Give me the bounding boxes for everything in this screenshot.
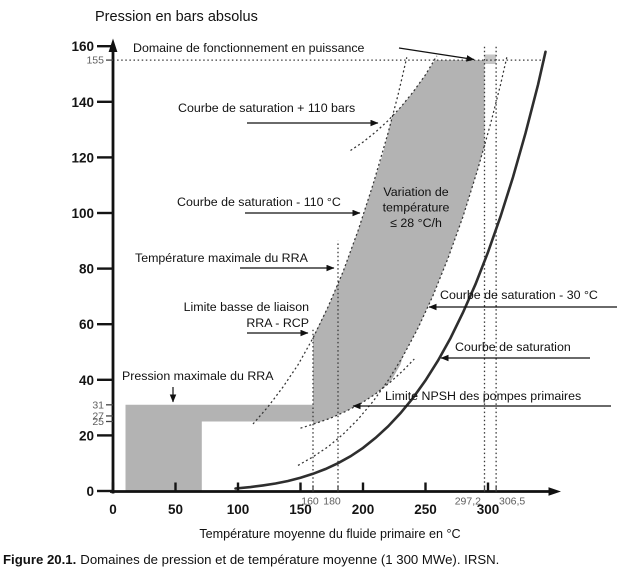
x-subtick-label-297,2: 297,2: [455, 496, 481, 508]
annotation-variation-temperature-line2: température: [383, 201, 450, 215]
x-tick-label-300: 300: [477, 502, 500, 517]
annotation-pression-maximale-rra-line1: Pression maximale du RRA: [122, 369, 274, 383]
annotation-label-saturation-moins-110-line1: Courbe de saturation - 110 °C: [177, 195, 341, 209]
limite-npsh-curve-curve: [300, 358, 415, 429]
annotation-domaine-fonctionnement: Domaine de fonctionnement en puissance: [133, 41, 475, 62]
annotation-label-saturation-moins-30-line1: Courbe de saturation - 30 °C: [440, 288, 598, 302]
x-tick-label-200: 200: [352, 502, 375, 517]
annotation-limite-basse-liaison-line2: RRA - RCP: [246, 316, 309, 330]
courbe-de-saturation-curve: [234, 50, 547, 490]
annotation-limite-npsh-pompes-line1: Limite NPSH des pompes primaires: [385, 389, 581, 403]
courbe-saturation-plus-110-bars-curve: [350, 55, 438, 152]
y-tick-label-160: 160: [71, 39, 94, 54]
figure-caption: Figure 20.1. Domaines de pression et de t…: [3, 552, 499, 567]
x-subtick-label-306,5: 306,5: [499, 496, 525, 508]
figure-caption-number: Figure 20.1.: [3, 552, 76, 567]
x-tick-label-150: 150: [289, 502, 312, 517]
annotation-limite-basse-liaison-line1: Limite basse de liaison: [184, 300, 309, 314]
x-tick-label-100: 100: [227, 502, 250, 517]
y-tick-label-120: 120: [71, 150, 94, 165]
x-axis-title: Température moyenne du fluide primaire e…: [199, 527, 460, 541]
annotation-pression-maximale-rra: Pression maximale du RRA: [122, 369, 274, 403]
x-tick-label-250: 250: [414, 502, 437, 517]
figure-caption-text: Domaines de pression et de température m…: [80, 552, 499, 567]
y-subtick-label-25: 25: [92, 416, 104, 428]
y-subtick-label-27: 27: [92, 410, 104, 422]
x-tick-label-0: 0: [109, 502, 117, 517]
x-axis-arrow: [548, 487, 561, 496]
x-subtick-label-160: 160: [301, 496, 319, 508]
x-tick-label-50: 50: [168, 502, 183, 517]
y-tick-label-60: 60: [79, 317, 94, 332]
annotation-temperature-maximale-rra: Température maximale du RRA: [135, 251, 335, 272]
rra-max-pressure-zone: [125, 404, 313, 491]
annotation-variation-temperature-line1: Variation de: [383, 185, 448, 199]
chart-title: Pression en bars absolus: [95, 9, 258, 25]
annotation-variation-temperature-line3: ≤ 28 °C/h: [390, 216, 442, 230]
y-tick-label-140: 140: [71, 95, 94, 110]
y-tick-label-20: 20: [79, 428, 94, 443]
y-tick-label-0: 0: [86, 484, 94, 499]
y-tick-label-100: 100: [71, 206, 94, 221]
annotation-domaine-fonctionnement-arrow: [398, 47, 475, 62]
y-subtick-label-155: 155: [86, 55, 104, 67]
annotation-temperature-maximale-rra-line1: Température maximale du RRA: [135, 251, 309, 265]
annotation-limite-npsh-pompes: Limite NPSH des pompes primaires: [352, 389, 611, 410]
y-tick-label-40: 40: [79, 373, 94, 388]
annotation-label-courbe-saturation-line1: Courbe de saturation: [455, 340, 571, 354]
power-operation-bar: [484, 54, 497, 64]
annotation-label-saturation-plus-110-line1: Courbe de saturation + 110 bars: [178, 101, 355, 115]
y-tick-label-80: 80: [79, 262, 94, 277]
annotation-label-courbe-saturation: Courbe de saturation: [440, 340, 590, 362]
annotation-label-saturation-plus-110: Courbe de saturation + 110 bars: [178, 101, 379, 127]
heatup-cooldown-operating-zone: [313, 60, 485, 425]
annotation-limite-basse-liaison: Limite basse de liaison RRA - RCP: [184, 300, 309, 337]
annotation-label-saturation-moins-30: Courbe de saturation - 30 °C: [428, 288, 617, 311]
x-subtick-label-180: 180: [323, 496, 341, 508]
y-subtick-label-31: 31: [92, 399, 104, 411]
annotation-label-saturation-moins-110: Courbe de saturation - 110 °C: [177, 195, 361, 217]
annotation-variation-temperature: Variation de température≤ 28 °C/h: [383, 185, 450, 230]
annotation-domaine-fonctionnement-line1: Domaine de fonctionnement en puissance: [133, 41, 365, 55]
